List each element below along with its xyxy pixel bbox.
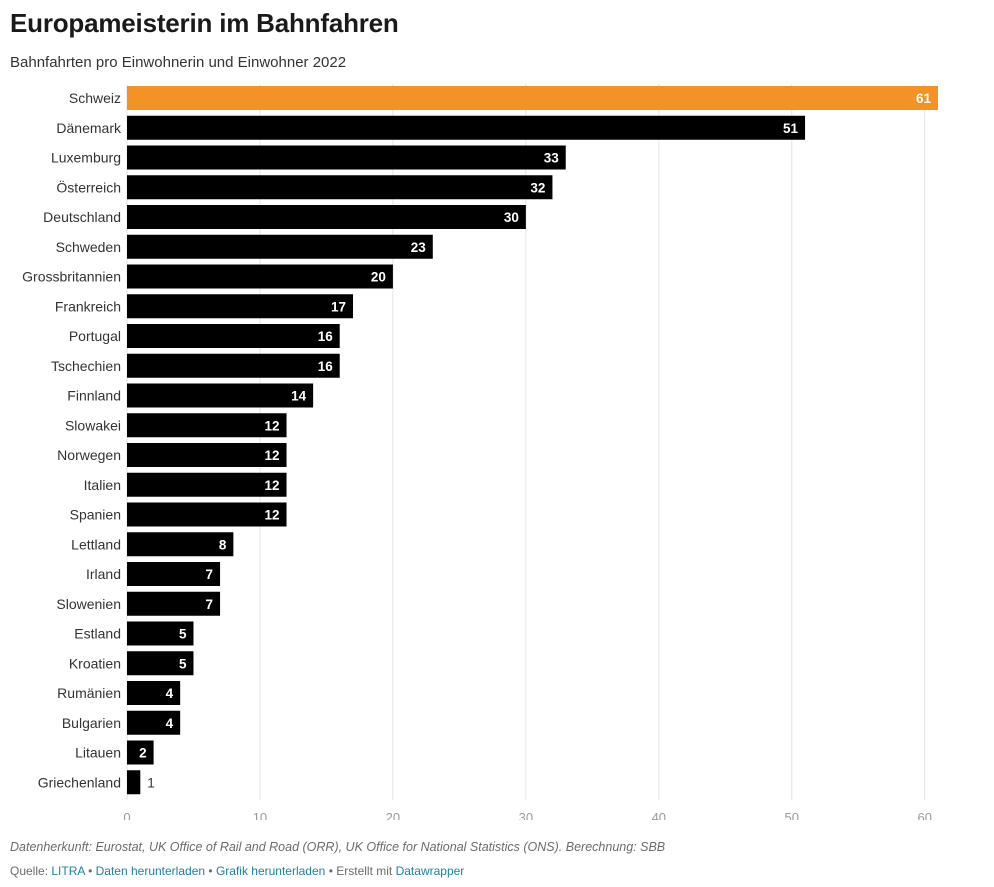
value-label: 8	[219, 537, 227, 552]
value-label: 61	[916, 91, 932, 106]
bar	[127, 294, 354, 319]
value-label: 12	[265, 418, 280, 433]
category-label: Schweiz	[69, 90, 121, 106]
chart-title: Europameisterin im Bahnfahren	[10, 8, 399, 38]
separator: •	[328, 864, 333, 878]
x-axis-ticks: 0 10 20 30 40 50 60	[123, 810, 932, 820]
chart-subtitle: Bahnfahrten pro Einwohnerin und Einwohne…	[10, 54, 347, 71]
category-label: Schweden	[56, 239, 121, 255]
value-label: 2	[139, 746, 147, 761]
bar	[127, 710, 181, 735]
separator: •	[88, 864, 93, 878]
category-label: Italien	[84, 477, 121, 493]
value-label: 4	[166, 686, 174, 701]
value-label: 7	[206, 567, 214, 582]
category-label: Norwegen	[57, 447, 121, 463]
separator: •	[208, 864, 213, 878]
category-label: Dänemark	[56, 120, 122, 136]
datawrapper-link[interactable]: Datawrapper	[395, 864, 465, 878]
value-label: 12	[265, 448, 280, 463]
category-label: Kroatien	[69, 655, 121, 671]
data-notes: Datenherkunft: Eurostat, UK Office of Ra…	[10, 840, 666, 854]
value-label: 5	[179, 656, 187, 671]
bar	[127, 740, 154, 765]
category-label: Finnland	[67, 388, 121, 404]
bar	[127, 145, 566, 170]
value-label: 17	[331, 299, 346, 314]
x-tick-label: 10	[253, 810, 267, 820]
data-download-link[interactable]: Daten herunterladen	[95, 864, 206, 878]
bar	[127, 770, 141, 795]
bar	[127, 532, 234, 557]
bar	[127, 115, 806, 140]
category-label: Tschechien	[51, 358, 121, 374]
bar	[127, 681, 181, 705]
category-label: Griechenland	[38, 774, 121, 790]
bar	[127, 651, 194, 676]
category-label: Frankreich	[55, 298, 121, 314]
category-label: Slowenien	[56, 596, 121, 612]
bar	[127, 502, 287, 527]
source-link[interactable]: LITRA	[51, 864, 85, 878]
bar	[127, 472, 287, 497]
category-label: Slowakei	[65, 417, 121, 433]
bar-chart: 615133323023201716161412121212877554421 …	[22, 84, 938, 820]
graphic-download-link[interactable]: Grafik herunterladen	[215, 864, 326, 878]
x-tick-label: 50	[785, 810, 799, 820]
bar	[127, 413, 287, 438]
bar	[127, 264, 393, 289]
category-label: Rumänien	[57, 685, 121, 701]
bar	[127, 562, 221, 586]
x-tick-label: 60	[917, 810, 931, 820]
category-label: Portugal	[69, 328, 121, 344]
category-label: Spanien	[70, 507, 121, 523]
value-label: 23	[411, 240, 427, 255]
value-label: 30	[504, 210, 519, 225]
category-label: Grossbritannien	[22, 269, 121, 285]
value-label: 12	[265, 478, 280, 493]
value-label: 7	[206, 597, 214, 612]
category-label: Irland	[86, 566, 121, 582]
x-tick-label: 30	[519, 810, 533, 820]
value-label: 14	[291, 389, 307, 404]
value-label: 33	[544, 151, 560, 166]
created-with-label: Erstellt mit	[336, 864, 393, 878]
bar	[127, 175, 553, 200]
value-label: 1	[147, 775, 155, 790]
value-label: 16	[318, 329, 334, 344]
x-tick-label: 40	[652, 810, 666, 820]
bar	[127, 591, 221, 616]
x-tick-label: 0	[123, 810, 130, 820]
footer: Quelle: LITRA • Daten herunterladen • Gr…	[10, 864, 464, 878]
bar	[127, 443, 287, 467]
gridlines	[126, 84, 926, 800]
bar	[127, 205, 526, 229]
value-label: 20	[371, 270, 386, 285]
source-label: Quelle:	[10, 864, 49, 878]
bar	[127, 621, 194, 646]
bar	[127, 86, 938, 110]
value-label: 12	[265, 508, 280, 523]
category-label: Deutschland	[43, 209, 121, 225]
x-tick-label: 20	[386, 810, 400, 820]
category-label: Lettland	[71, 536, 121, 552]
bar	[127, 383, 314, 408]
value-label: 16	[318, 359, 334, 374]
category-label: Luxemburg	[51, 150, 121, 166]
value-label: 51	[783, 121, 799, 136]
bar	[127, 234, 433, 259]
value-label: 4	[166, 716, 174, 731]
value-label: 5	[179, 627, 187, 642]
category-label: Estland	[74, 626, 121, 642]
value-label: 32	[530, 180, 545, 195]
category-label: Litauen	[75, 745, 121, 761]
category-label: Österreich	[56, 178, 121, 195]
category-label: Bulgarien	[62, 715, 121, 731]
bar	[127, 324, 340, 348]
bar	[127, 353, 340, 378]
category-labels: Schweiz Dänemark Luxemburg Österreich Deutsc…	[22, 90, 122, 790]
